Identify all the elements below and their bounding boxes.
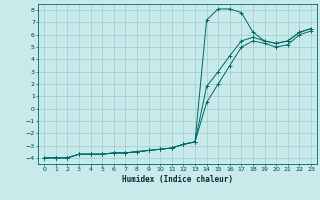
X-axis label: Humidex (Indice chaleur): Humidex (Indice chaleur) bbox=[122, 175, 233, 184]
